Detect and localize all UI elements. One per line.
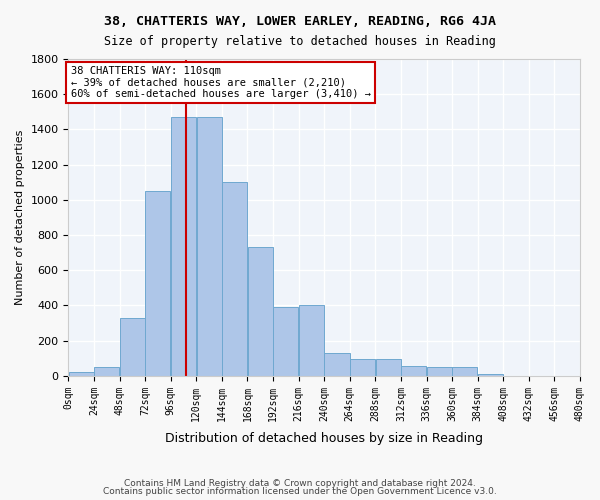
Bar bbox=[478, 374, 503, 376]
Bar bbox=[299, 306, 324, 376]
Bar bbox=[427, 367, 452, 376]
Bar bbox=[350, 359, 375, 376]
Bar bbox=[248, 248, 273, 376]
Text: Size of property relative to detached houses in Reading: Size of property relative to detached ho… bbox=[104, 35, 496, 48]
Text: 38, CHATTERIS WAY, LOWER EARLEY, READING, RG6 4JA: 38, CHATTERIS WAY, LOWER EARLEY, READING… bbox=[104, 15, 496, 28]
Bar bbox=[401, 366, 426, 376]
Bar bbox=[197, 117, 221, 376]
Bar bbox=[376, 359, 401, 376]
Text: Contains public sector information licensed under the Open Government Licence v3: Contains public sector information licen… bbox=[103, 487, 497, 496]
Text: 38 CHATTERIS WAY: 110sqm
← 39% of detached houses are smaller (2,210)
60% of sem: 38 CHATTERIS WAY: 110sqm ← 39% of detach… bbox=[71, 66, 371, 99]
Bar bbox=[120, 318, 145, 376]
X-axis label: Distribution of detached houses by size in Reading: Distribution of detached houses by size … bbox=[165, 432, 483, 445]
Bar bbox=[171, 117, 196, 376]
Text: Contains HM Land Registry data © Crown copyright and database right 2024.: Contains HM Land Registry data © Crown c… bbox=[124, 478, 476, 488]
Y-axis label: Number of detached properties: Number of detached properties bbox=[15, 130, 25, 305]
Bar bbox=[452, 367, 478, 376]
Bar bbox=[325, 353, 350, 376]
Bar bbox=[274, 308, 298, 376]
Bar bbox=[68, 372, 94, 376]
Bar bbox=[94, 367, 119, 376]
Bar bbox=[222, 182, 247, 376]
Bar bbox=[145, 191, 170, 376]
